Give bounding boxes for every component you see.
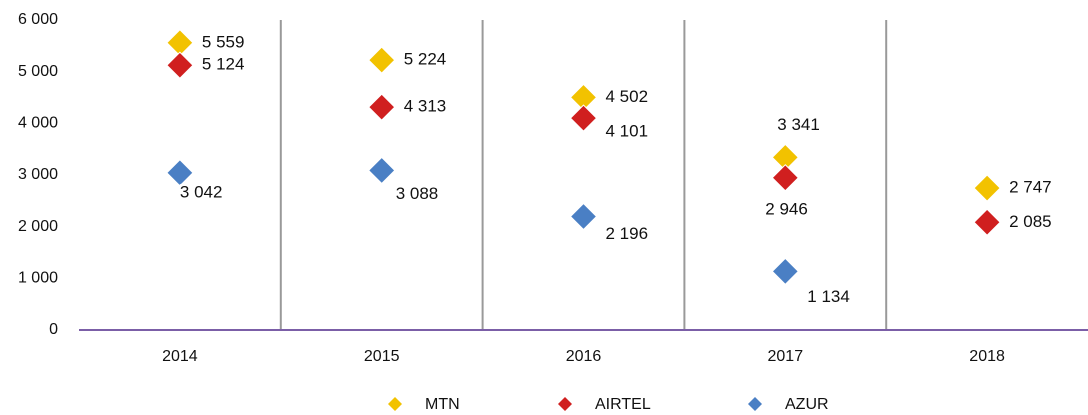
legend-marker: [748, 397, 762, 411]
data-label: 2 196: [606, 224, 649, 243]
legend-marker: [558, 397, 572, 411]
legend-label: MTN: [425, 396, 460, 413]
x-tick-label: 2016: [566, 348, 602, 365]
y-tick-label: 1 000: [18, 270, 58, 287]
data-label: 4 313: [404, 97, 447, 116]
data-label: 5 124: [202, 55, 245, 74]
x-tick-label: 2015: [364, 348, 400, 365]
marker: [973, 208, 1001, 236]
y-tick-label: 6 000: [18, 11, 58, 28]
marker: [166, 159, 194, 187]
x-tick-label: 2017: [768, 348, 804, 365]
marker: [367, 93, 396, 121]
x-tick-label: 2014: [162, 348, 198, 365]
y-tick-label: 0: [49, 321, 58, 338]
marker: [771, 164, 800, 192]
marker: [367, 46, 396, 74]
y-tick-label: 4 000: [18, 115, 58, 132]
marker: [973, 174, 1001, 202]
data-label: 2 747: [1009, 178, 1052, 197]
data-label: 4 502: [606, 87, 649, 106]
marker: [166, 51, 194, 79]
data-label: 4 101: [606, 122, 649, 141]
marker: [771, 257, 800, 286]
data-label: 5 559: [202, 32, 245, 51]
y-tick-label: 3 000: [18, 166, 58, 183]
y-tick-label: 2 000: [18, 218, 58, 235]
marker: [569, 202, 598, 231]
data-label: 2 085: [1009, 212, 1052, 231]
data-label: 3 341: [777, 115, 820, 134]
data-label: 3 088: [396, 184, 439, 203]
legend-label: AIRTEL: [595, 396, 651, 413]
marker: [569, 104, 598, 132]
x-tick-label: 2018: [969, 348, 1005, 365]
y-tick-label: 5 000: [18, 63, 58, 80]
data-label: 2 946: [765, 199, 808, 218]
data-label: 5 224: [404, 50, 447, 69]
legend-marker: [388, 397, 402, 411]
data-label: 3 042: [180, 182, 223, 201]
marker: [367, 156, 396, 185]
legend-label: AZUR: [785, 396, 829, 413]
data-label: 1 134: [807, 287, 850, 306]
